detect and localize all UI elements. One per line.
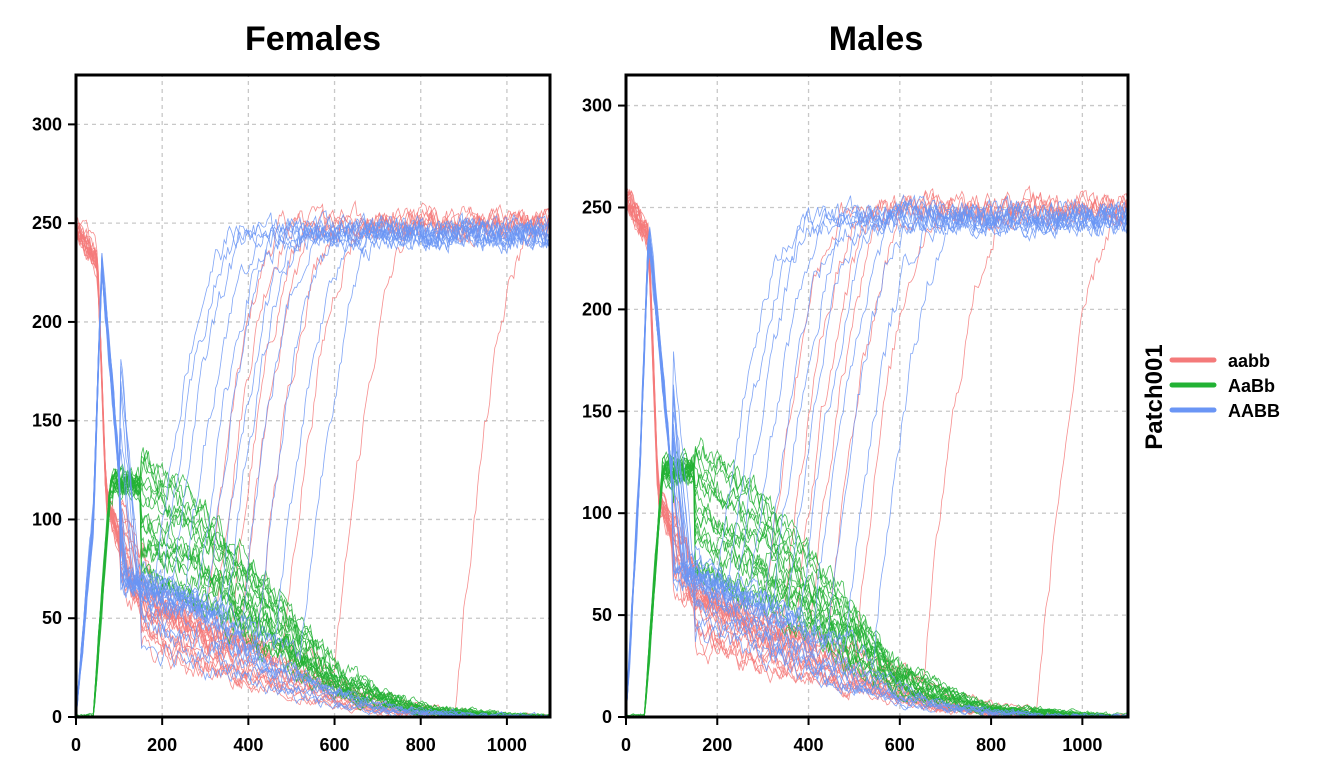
series-line-aabb — [626, 200, 1128, 716]
series-line-aabb — [76, 262, 550, 717]
legend-label-aabb: aabb — [1228, 351, 1270, 371]
series-line-aabb — [626, 190, 1128, 643]
panel-males: Males 0 200 400 600 800 1000 0 50 100 150 200 250 30… — [582, 20, 1130, 755]
series-line-aabb — [76, 276, 550, 717]
series-line-aabb — [76, 272, 550, 717]
series-line-aabb — [626, 436, 1128, 717]
legend-label-aabb: AaBb — [1228, 376, 1275, 396]
y-tick-label: 300 — [32, 114, 62, 134]
series-males — [626, 185, 1128, 717]
series-line-aabb — [76, 212, 550, 717]
panel-title-females: Females — [245, 20, 381, 58]
series-females — [76, 199, 550, 717]
series-line-aabb — [626, 452, 1128, 717]
y-tick-label: 100 — [32, 509, 62, 529]
x-tick-label: 200 — [702, 735, 732, 755]
x-tick-label: 400 — [794, 735, 824, 755]
y-tick-label: 100 — [582, 503, 612, 523]
series-line-aabb — [626, 186, 1128, 717]
y-tick-label: 250 — [582, 197, 612, 217]
series-line-aabb — [76, 262, 550, 717]
x-tick-label: 1000 — [487, 735, 527, 755]
series-line-aabb — [626, 446, 1128, 717]
panel-title-males: Males — [829, 20, 924, 58]
x-tick-label: 600 — [320, 735, 350, 755]
series-line-aabb — [76, 447, 550, 717]
y-tick-label: 50 — [42, 608, 62, 628]
plot-frame-males — [624, 73, 1130, 719]
series-line-aabb — [626, 449, 1128, 717]
legend-label-aabb: AABB — [1228, 401, 1280, 421]
series-line-aabb — [626, 237, 1128, 717]
series-line-aabb — [626, 195, 1128, 717]
series-line-aabb — [626, 454, 1128, 717]
series-line-aabb — [626, 203, 1128, 717]
y-tick-label: 200 — [32, 312, 62, 332]
panel-females: Females 0 200 400 600 800 1000 0 50 100 150 200 250… — [32, 20, 552, 755]
series-line-aabb — [626, 188, 1128, 717]
y-tick-label: 150 — [32, 411, 62, 431]
x-tick-label: 400 — [233, 735, 263, 755]
plot-frame-females — [74, 73, 552, 719]
y-tick-label: 300 — [582, 96, 612, 116]
series-line-aabb — [76, 218, 550, 717]
series-line-aabb — [76, 215, 550, 716]
series-line-aabb — [76, 202, 550, 646]
y-tick-label: 200 — [582, 299, 612, 319]
legend: Patch001 aabb AaBb AABB — [1141, 344, 1280, 449]
x-tick-label: 600 — [885, 735, 915, 755]
x-tick-label: 0 — [621, 735, 631, 755]
grid-males — [626, 75, 1128, 717]
grid-females — [76, 75, 550, 717]
series-line-aabb — [76, 216, 550, 717]
x-tick-label: 200 — [147, 735, 177, 755]
series-line-aabb — [626, 198, 1128, 717]
series-line-aabb — [626, 200, 1128, 717]
series-line-aabb — [76, 478, 550, 717]
series-line-aabb — [626, 200, 1128, 717]
series-line-aabb — [626, 451, 1128, 717]
x-tick-label: 1000 — [1062, 735, 1102, 755]
x-tick-label: 0 — [71, 735, 81, 755]
series-line-aabb — [76, 212, 550, 717]
series-line-aabb — [76, 205, 550, 667]
series-line-aabb — [76, 209, 550, 714]
legend-title: Patch001 — [1141, 344, 1168, 449]
y-tick-label: 0 — [602, 707, 612, 727]
y-tick-label: 150 — [582, 401, 612, 421]
y-tick-label: 50 — [592, 605, 612, 625]
x-tick-label: 800 — [976, 735, 1006, 755]
x-tick-label: 800 — [406, 735, 436, 755]
y-tick-label: 0 — [52, 707, 62, 727]
series-line-aabb — [626, 195, 1128, 711]
y-tick-label: 250 — [32, 213, 62, 233]
series-line-aabb — [76, 215, 550, 717]
series-line-aabb — [626, 198, 1128, 717]
series-line-aabb — [76, 473, 550, 717]
series-line-aabb — [626, 250, 1128, 717]
series-line-aabb — [76, 257, 550, 717]
axes-females: 0 200 400 600 800 1000 0 50 100 150 200 250 300 — [32, 114, 527, 755]
